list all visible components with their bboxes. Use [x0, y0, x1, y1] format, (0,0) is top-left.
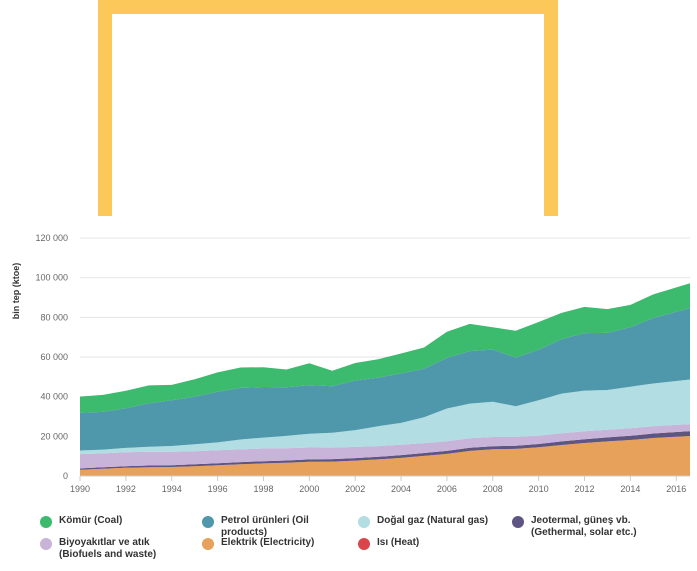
area-series-petrol-r-nleri[interactable]: [80, 308, 690, 451]
legend-item-biofuels[interactable]: Biyoyakıtlar ve atık (Biofuels and waste…: [40, 537, 177, 561]
legend-swatch: [512, 516, 524, 528]
x-tick-label: 2012: [574, 484, 594, 494]
legend-label: Petrol ürünleri (Oil products): [221, 515, 309, 538]
legend-swatch: [358, 538, 370, 550]
area-series-k-m-r[interactable]: [80, 283, 690, 413]
legend-item-oil[interactable]: Petrol ürünleri (Oil products): [202, 515, 339, 539]
legend-item-electricity[interactable]: Elektrik (Electricity): [202, 537, 361, 550]
legend-label: Isı (Heat): [377, 537, 420, 548]
x-tick-label: 1996: [208, 484, 228, 494]
legend-swatch: [358, 516, 370, 528]
area-series-do-al-gaz[interactable]: [80, 379, 690, 455]
y-tick-label: 100 000: [35, 273, 68, 283]
legend-label: Biyoyakıtlar ve atık (Biofuels and waste…: [59, 537, 157, 560]
x-tick-label: 1998: [253, 484, 273, 494]
y-axis-label: bin tep (ktoe): [11, 263, 21, 320]
legend-label: Jeotermal, güneş vb. (Gethermal, solar e…: [531, 515, 637, 538]
x-tick-label: 2002: [345, 484, 365, 494]
area-series: [80, 283, 690, 476]
legend-label: Elektrik (Electricity): [221, 537, 315, 548]
y-tick-label: 0: [63, 471, 68, 481]
legend-swatch: [40, 516, 52, 528]
y-axis-ticks: 0 20 000 40 000 60 000 80 000 100 000 120 000: [35, 233, 68, 481]
x-tick-label: 2004: [391, 484, 411, 494]
legend-swatch: [202, 516, 214, 528]
highlight-frame: [98, 0, 558, 216]
legend-label: Doğal gaz (Natural gas): [377, 515, 489, 526]
legend-item-natural-gas[interactable]: Doğal gaz (Natural gas): [358, 515, 527, 528]
y-tick-label: 80 000: [40, 312, 68, 322]
y-tick-label: 40 000: [40, 392, 68, 402]
area-series-biyoyak-tlar-ve-at-k[interactable]: [80, 424, 690, 469]
x-tick-label: 2016: [666, 484, 686, 494]
area-series-elektrik[interactable]: [80, 436, 690, 476]
y-tick-label: 60 000: [40, 352, 68, 362]
x-tick-label: 1994: [162, 484, 182, 494]
x-tick-label: 2000: [299, 484, 319, 494]
legend-item-heat[interactable]: Isı (Heat): [358, 537, 497, 550]
x-tick-label: 2008: [483, 484, 503, 494]
legend-label: Kömür (Coal): [59, 515, 123, 526]
x-tick-label: 1992: [116, 484, 136, 494]
x-tick-label: 1990: [70, 484, 90, 494]
legend-item-geothermal[interactable]: Jeotermal, güneş vb. (Gethermal, solar e…: [512, 515, 681, 539]
x-tick-label: 2006: [437, 484, 457, 494]
x-tick-label: 2010: [529, 484, 549, 494]
legend-swatch: [40, 538, 52, 550]
x-axis-ticks: 1990 1992 1994 1996 1998 2000 2002 2004 2006 2008…: [70, 475, 690, 494]
area-series-jeotermal-g-ne-vb-[interactable]: [80, 431, 690, 470]
x-tick-label: 2014: [620, 484, 640, 494]
y-tick-label: 20 000: [40, 431, 68, 441]
y-tick-label: 120 000: [35, 233, 68, 243]
legend-swatch: [202, 538, 214, 550]
legend-item-coal[interactable]: Kömür (Coal): [40, 515, 189, 528]
chart-legend: Kömür (Coal) Petrol ürünleri (Oil produc…: [40, 512, 690, 570]
